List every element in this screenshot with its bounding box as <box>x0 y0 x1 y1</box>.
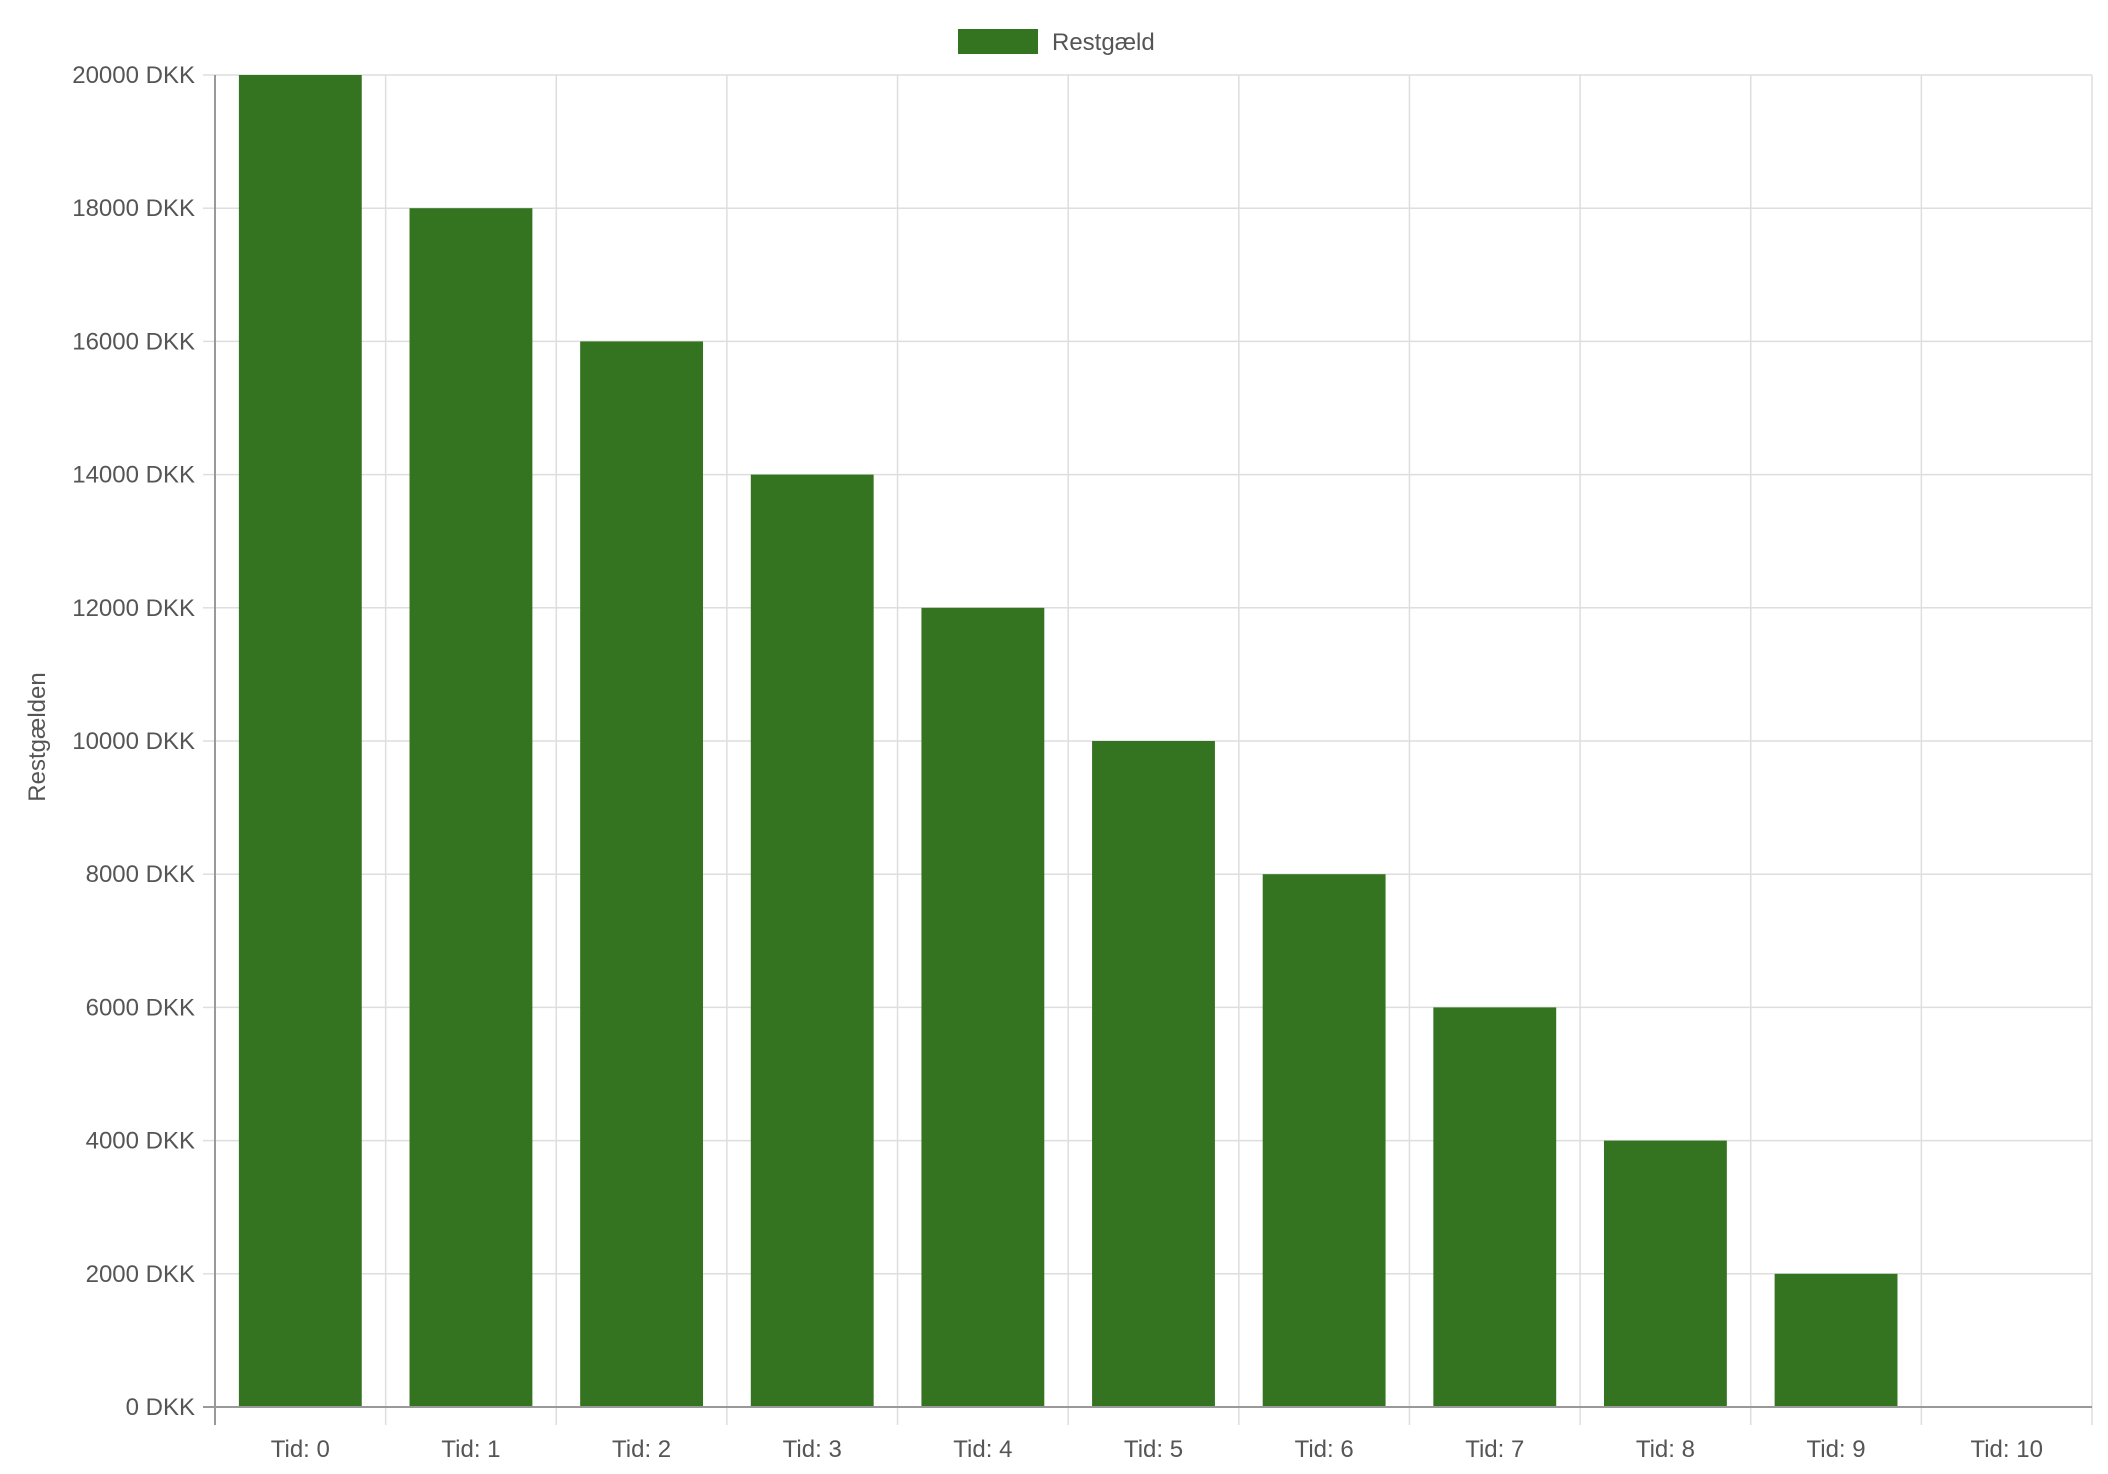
x-tick-label: Tid: 6 <box>1295 1436 1354 1463</box>
y-tick-label: 0 DKK <box>126 1394 195 1421</box>
x-tick-labels: Tid: 0 Tid: 1 Tid: 2 Tid: 3 Tid: 4 Tid: 5 Tid:… <box>271 1436 2043 1463</box>
y-tick-label: 10000 DKK <box>72 728 195 755</box>
x-tick-label: Tid: 3 <box>783 1436 842 1463</box>
axes <box>203 74 2093 1425</box>
bar <box>238 75 362 1407</box>
bar <box>409 208 533 1408</box>
y-tick-label: 6000 DKK <box>86 994 195 1021</box>
bar <box>1262 874 1386 1407</box>
x-tick-label: Tid: 0 <box>271 1436 330 1463</box>
x-tick-label: Tid: 10 <box>1970 1436 2042 1463</box>
bar <box>1433 1007 1557 1407</box>
bar <box>1092 741 1215 1407</box>
x-tick-label: Tid: 7 <box>1465 1436 1524 1463</box>
x-tick-label: Tid: 2 <box>612 1436 671 1463</box>
bar <box>1603 1140 1727 1407</box>
x-tick-label: Tid: 8 <box>1636 1436 1695 1463</box>
bar <box>921 607 1045 1407</box>
legend-swatch <box>958 29 1038 54</box>
legend[interactable]: Restgæld <box>958 29 1155 56</box>
y-tick-label: 18000 DKK <box>72 195 195 222</box>
bar <box>750 474 874 1408</box>
bar <box>580 341 704 1407</box>
x-tick-label: Tid: 5 <box>1124 1436 1183 1463</box>
y-tick-label: 12000 DKK <box>72 595 195 622</box>
bars <box>238 75 1898 1408</box>
bar <box>1774 1273 1898 1407</box>
y-tick-label: 14000 DKK <box>72 462 195 489</box>
y-tick-label: 4000 DKK <box>86 1128 195 1155</box>
y-axis-title: Restgælden <box>24 672 51 801</box>
y-tick-labels: 0 DKK 2000 DKK 4000 DKK 6000 DKK 8000 DKK 100… <box>72 62 195 1421</box>
y-tick-label: 8000 DKK <box>86 861 195 888</box>
y-tick-label: 16000 DKK <box>72 328 195 355</box>
x-tick-label: Tid: 9 <box>1806 1436 1865 1463</box>
x-tick-label: Tid: 4 <box>953 1436 1012 1463</box>
x-tick-label: Tid: 1 <box>441 1436 500 1463</box>
y-tick-label: 2000 DKK <box>86 1261 195 1288</box>
y-tick-label: 20000 DKK <box>72 62 195 89</box>
legend-label: Restgæld <box>1052 29 1155 56</box>
